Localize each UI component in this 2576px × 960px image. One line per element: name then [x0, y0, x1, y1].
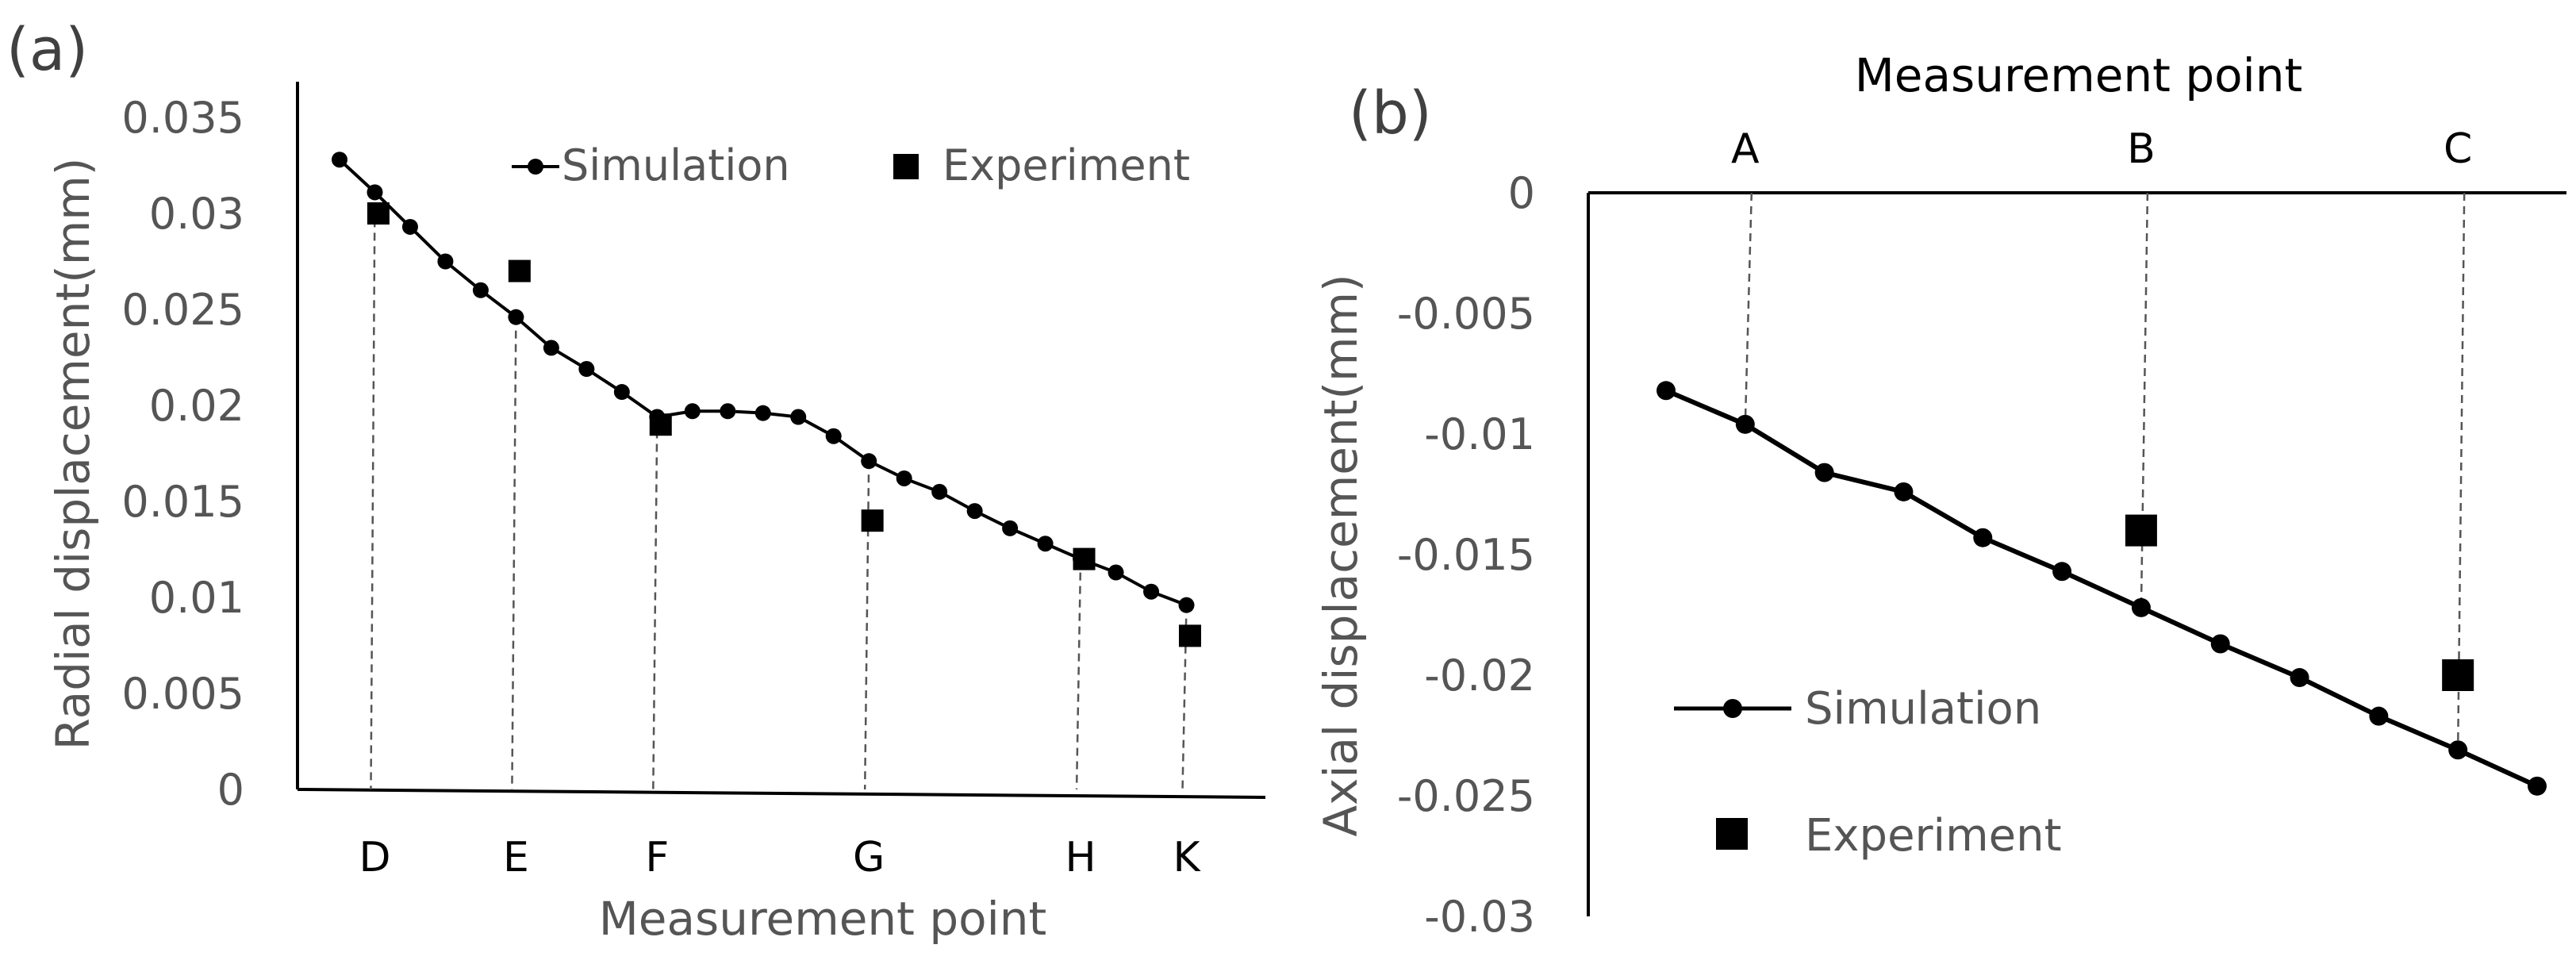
panel-b-legend-experiment-label: Experiment — [1805, 810, 2062, 862]
panel-b-ytick-label: -0.02 — [1424, 651, 1535, 701]
panel-a: (a) Radial displacement(mm) Measurement … — [6, 16, 1266, 946]
panel-a-legend: Simulation Experiment — [512, 140, 1190, 190]
panel-b-simulation-point — [1657, 381, 1676, 401]
panel-a-ytick-label: 0.01 — [149, 573, 244, 623]
panel-a-x-axis — [297, 788, 1266, 799]
panel-a-ytick-label: 0.025 — [121, 285, 244, 335]
panel-b-simulation-point — [2448, 740, 2468, 760]
panel-a-simulation-point — [896, 470, 912, 486]
panel-a-simulation-point — [472, 282, 489, 298]
panel-b-ylabel: Axial displacement(mm) — [1314, 274, 1368, 836]
panel-a-guide-line — [1075, 559, 1082, 790]
panel-a-simulation-point — [437, 253, 454, 270]
panel-a-simulation-point — [931, 483, 948, 500]
panel-b-legend-simulation-marker — [1723, 699, 1742, 718]
panel-b-ytick-label: -0.005 — [1397, 289, 1535, 339]
panel-a-guide-line — [652, 417, 658, 790]
panel-a-guide-line — [511, 317, 517, 790]
panel-a-simulation-point — [825, 428, 842, 444]
panel-a-simulation-point — [1108, 564, 1124, 581]
panel-a-simulation-point — [543, 340, 559, 356]
panel-a-simulation-point — [720, 403, 736, 420]
panel-b-ytick-label: -0.015 — [1397, 530, 1535, 580]
panel-b-guide-line — [2140, 192, 2149, 608]
panel-a-legend-experiment-label: Experiment — [942, 140, 1190, 190]
panel-b-simulation-point — [1894, 482, 1914, 501]
panel-a-simulation-point — [332, 152, 347, 168]
panel-a-experiment-point — [1178, 624, 1201, 647]
panel-b-label: (b) — [1349, 79, 1432, 148]
panel-a-label: (a) — [6, 16, 88, 84]
panel-a-point-label: G — [853, 834, 885, 881]
panel-b-guide-line — [1744, 192, 1753, 424]
panel-a-point-label: K — [1173, 834, 1201, 881]
panel-b-guide-line — [2456, 192, 2466, 751]
panel-b-simulation-point — [2290, 668, 2309, 688]
panel-a-simulation-point — [1002, 520, 1019, 536]
panel-a-simulation-point — [578, 361, 595, 378]
panel-a-legend-simulation-label: Simulation — [562, 140, 790, 190]
panel-a-point-label: F — [645, 834, 669, 881]
panel-a-simulation-point — [754, 405, 771, 421]
panel-a-point-label: H — [1065, 834, 1096, 881]
panel-b-simulation-point — [2131, 597, 2151, 617]
panel-b-simulation-point — [2528, 776, 2547, 796]
panel-b-legend: Simulation Experiment — [1674, 683, 2062, 862]
panel-b: (b) Axial displacement(mm) Measurement p… — [1314, 48, 2566, 942]
panel-a-experiment-point — [367, 202, 390, 225]
panel-b-legend-simulation-label: Simulation — [1805, 683, 2041, 735]
panel-a-ylabel: Radial displacement(mm) — [46, 158, 100, 751]
panel-b-experiment-point — [2125, 514, 2157, 547]
panel-a-legend-simulation-marker — [528, 159, 543, 175]
panel-b-simulation-point — [1973, 528, 1993, 547]
panel-b-ytick-label: -0.01 — [1424, 409, 1535, 459]
panel-a-guide-line — [370, 192, 376, 790]
panel-a-xlabel: Measurement point — [599, 892, 1047, 946]
panel-b-ytick-label: 0 — [1508, 168, 1535, 218]
panel-b-simulation-point — [1814, 463, 1834, 482]
panel-a-simulation-line — [338, 158, 1188, 607]
panel-a-simulation-point — [1037, 536, 1054, 552]
panel-a-simulation-point — [790, 409, 807, 425]
panel-a-simulation-point — [1178, 597, 1195, 613]
panel-b-ytick-label: -0.03 — [1424, 892, 1535, 942]
panel-a-experiment-point — [508, 259, 531, 282]
panel-a-simulation-point — [401, 218, 418, 235]
panel-b-ytick-label: -0.025 — [1397, 771, 1535, 821]
panel-a-ytick-label: 0.035 — [121, 93, 244, 143]
panel-b-simulation-line — [1664, 388, 2539, 789]
panel-b-xlabel: Measurement point — [1855, 48, 2303, 102]
panel-a-experiment-point — [1073, 547, 1096, 570]
panel-b-simulation-point — [2052, 562, 2072, 582]
panel-b-simulation-point — [2210, 634, 2230, 654]
panel-a-point-label: D — [359, 834, 390, 881]
panel-a-ytick-label: 0.005 — [121, 669, 244, 719]
panel-a-experiment-point — [861, 509, 884, 532]
panel-a-point-label: E — [503, 834, 529, 881]
panel-a-simulation-point — [613, 384, 630, 401]
panel-b-point-label: A — [1731, 125, 1760, 173]
panel-a-ytick-label: 0 — [217, 765, 244, 815]
panel-b-simulation-point — [2369, 706, 2389, 726]
panel-a-experiment-point — [649, 413, 672, 436]
panel-a-simulation-point — [966, 503, 983, 520]
panel-a-simulation-point — [684, 403, 701, 420]
panel-a-legend-experiment-marker — [893, 154, 919, 179]
panel-a-ytick-label: 0.03 — [149, 189, 244, 239]
panel-a-simulation-point — [1143, 583, 1160, 600]
panel-a-ytick-label: 0.015 — [121, 477, 244, 527]
panel-a-simulation-point — [861, 453, 877, 470]
panel-b-point-label: C — [2444, 125, 2472, 173]
panel-a-simulation-point — [508, 309, 524, 325]
panel-b-point-label: B — [2127, 125, 2156, 173]
panel-b-legend-experiment-marker — [1716, 818, 1748, 850]
panel-b-experiment-point — [2442, 659, 2474, 691]
panel-b-simulation-point — [1735, 414, 1755, 434]
panel-a-simulation-point — [367, 184, 383, 201]
panel-a-ytick-label: 0.02 — [149, 381, 244, 431]
